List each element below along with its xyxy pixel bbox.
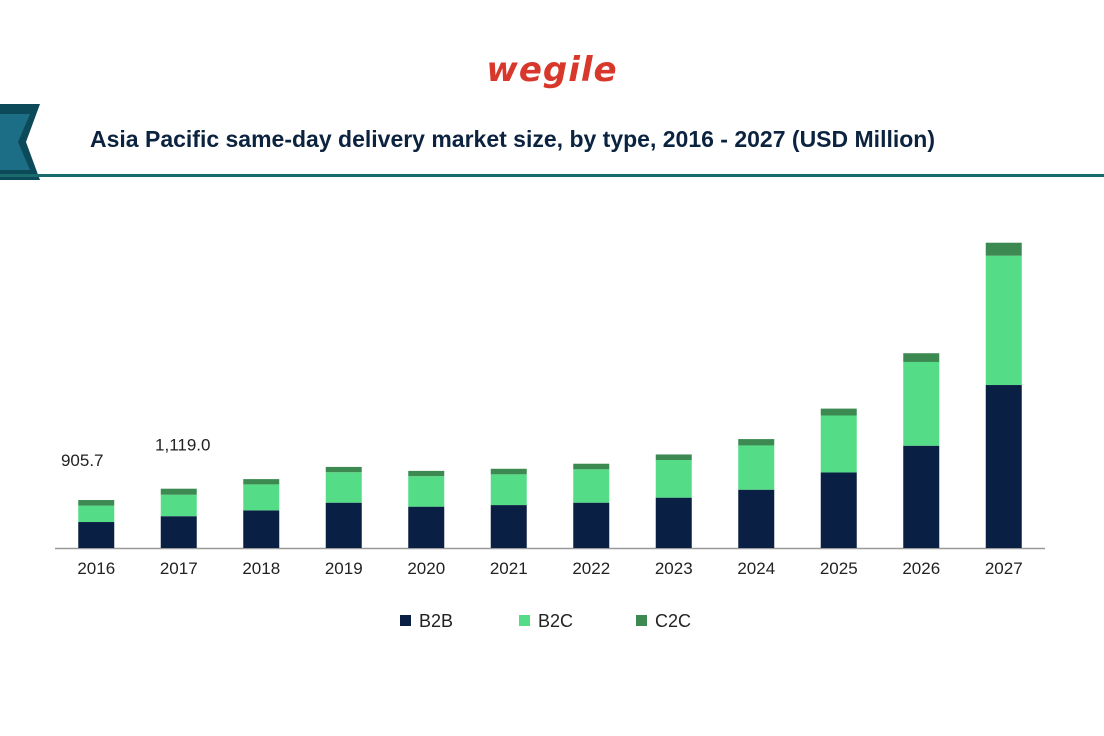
bar-c2c-2017 <box>160 488 197 495</box>
x-tick-label-2018: 2018 <box>242 559 280 578</box>
x-tick-label-2017: 2017 <box>160 559 198 578</box>
bar-b2c-2026 <box>903 361 940 446</box>
data-label-2016: 905.7 <box>61 451 104 470</box>
bar-c2c-2026 <box>903 353 940 362</box>
x-tick-label-2023: 2023 <box>655 559 693 578</box>
x-tick-label-2016: 2016 <box>77 559 115 578</box>
bar-c2c-2016 <box>78 500 115 506</box>
bar-b2c-2016 <box>78 505 115 523</box>
bar-c2c-2025 <box>820 408 857 416</box>
bar-c2c-2020 <box>408 470 445 477</box>
bar-b2c-2024 <box>738 445 775 490</box>
title-banner <box>0 104 1104 180</box>
legend-swatch-c2c <box>636 615 647 626</box>
bar-b2b-2016 <box>78 522 115 548</box>
legend-swatch-b2c <box>519 615 530 626</box>
wegile-logo: wegile <box>486 50 618 90</box>
bar-c2c-2019 <box>325 466 362 473</box>
x-tick-label-2019: 2019 <box>325 559 363 578</box>
bar-b2b-2018 <box>243 510 280 548</box>
legend-label-b2b: B2B <box>419 611 453 631</box>
bar-b2c-2025 <box>820 415 857 473</box>
bar-b2c-2027 <box>985 255 1022 386</box>
bar-b2b-2020 <box>408 506 445 548</box>
bar-c2c-2022 <box>573 463 610 470</box>
bar-b2c-2020 <box>408 476 445 507</box>
x-tick-label-2020: 2020 <box>407 559 445 578</box>
bar-b2b-2026 <box>903 445 940 548</box>
bar-b2b-2024 <box>738 489 775 548</box>
legend-label-c2c: C2C <box>655 611 691 631</box>
bar-b2c-2017 <box>160 494 197 517</box>
x-tick-label-2026: 2026 <box>902 559 940 578</box>
x-tick-label-2022: 2022 <box>572 559 610 578</box>
x-tick-label-2025: 2025 <box>820 559 858 578</box>
bar-c2c-2027 <box>985 242 1022 256</box>
legend-label-b2c: B2C <box>538 611 573 631</box>
bar-b2b-2025 <box>820 472 857 548</box>
bar-b2c-2023 <box>655 460 692 498</box>
bar-b2b-2021 <box>490 505 527 548</box>
data-label-2017: 1,119.0 <box>155 436 210 455</box>
bar-b2b-2027 <box>985 385 1022 548</box>
bar-b2b-2019 <box>325 502 362 548</box>
bar-c2c-2018 <box>243 479 280 485</box>
bar-b2c-2019 <box>325 472 362 503</box>
x-tick-label-2024: 2024 <box>737 559 775 578</box>
x-tick-label-2021: 2021 <box>490 559 528 578</box>
bar-b2b-2017 <box>160 516 197 548</box>
bar-b2c-2018 <box>243 484 280 511</box>
bar-b2b-2023 <box>655 497 692 548</box>
legend-swatch-b2b <box>400 615 411 626</box>
bar-c2c-2023 <box>655 454 692 461</box>
bar-c2c-2024 <box>738 439 775 446</box>
bar-c2c-2021 <box>490 468 527 475</box>
bar-b2b-2022 <box>573 502 610 548</box>
x-tick-label-2027: 2027 <box>985 559 1023 578</box>
bar-b2c-2022 <box>573 469 610 503</box>
chart-title: Asia Pacific same-day delivery market si… <box>90 126 935 152</box>
bar-b2c-2021 <box>490 474 527 506</box>
